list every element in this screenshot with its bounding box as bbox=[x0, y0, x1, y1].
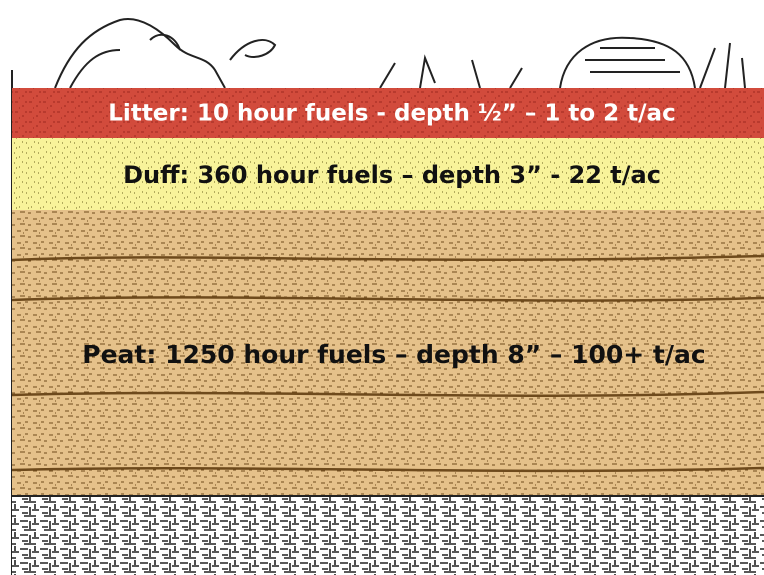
peat-strata bbox=[11, 254, 764, 473]
peat-label: Peat: 1250 hour fuels – depth 8” – 100+ … bbox=[82, 340, 705, 369]
surface-sketch bbox=[54, 18, 746, 89]
bedrock-layer bbox=[12, 496, 764, 575]
litter-layer bbox=[12, 88, 764, 138]
duff-label: Duff: 360 hour fuels – depth 3” - 22 t/a… bbox=[123, 161, 661, 189]
duff-layer bbox=[12, 138, 764, 210]
litter-label: Litter: 10 hour fuels - depth ½” – 1 to … bbox=[108, 101, 675, 127]
